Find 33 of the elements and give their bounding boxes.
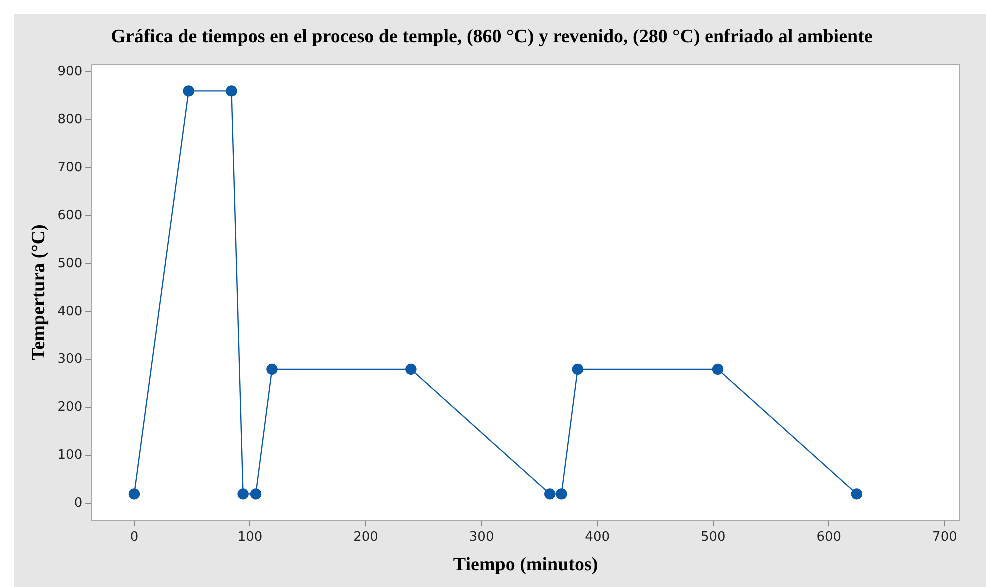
point (128, 488, 140, 500)
x-tick-label: 400 (585, 530, 610, 545)
x-tick-label: 500 (700, 530, 726, 545)
x-tick-label: 200 (354, 530, 378, 545)
point (226, 86, 238, 97)
x-axis-title: Tiempo (minutos) (453, 554, 598, 576)
chart-title: Gráfica de tiempos en el proceso de temple, (860 °C) y revenido, (280 °C) enfriado al ambiente (111, 26, 873, 48)
y-tick-label: 300 (58, 352, 83, 368)
x-tick-label: 0 (130, 530, 139, 545)
point (183, 86, 194, 97)
x-tick-label: 100 (238, 530, 263, 545)
y-tick-label: 800 (58, 112, 83, 128)
y-tick-label: 600 (58, 208, 83, 224)
point (712, 364, 724, 376)
y-tick-label: 200 (58, 400, 83, 416)
y-tick-label: 0 (74, 496, 83, 512)
point (556, 488, 568, 500)
y-axis-title: Tempertura (°C) (28, 224, 50, 361)
point (851, 488, 863, 500)
y-tick-label: 700 (58, 160, 83, 176)
y-tick-label: 100 (58, 448, 83, 464)
point (266, 364, 278, 376)
point (572, 364, 584, 376)
y-tick-label: 900 (58, 64, 83, 80)
x-tick-label: 600 (816, 530, 842, 545)
point (544, 488, 556, 500)
point (406, 364, 417, 376)
point (238, 488, 249, 500)
x-tick-label: 700 (932, 530, 958, 545)
x-tick-label: 300 (469, 530, 494, 545)
point (250, 488, 262, 500)
y-tick-label: 400 (58, 304, 83, 320)
y-tick-label: 500 (58, 256, 83, 272)
